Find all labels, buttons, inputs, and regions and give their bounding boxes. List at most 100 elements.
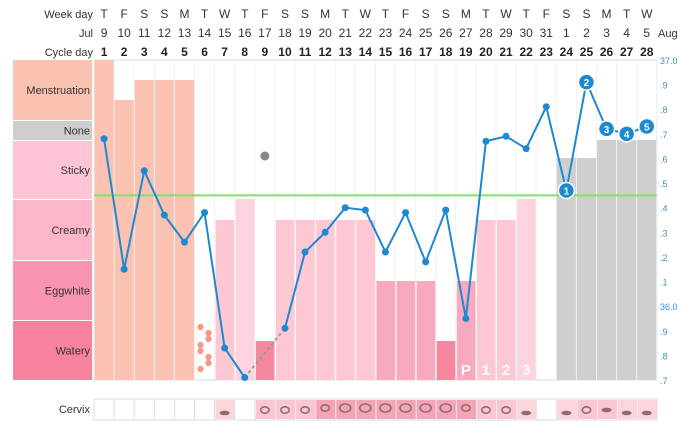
- temperature-point: [201, 209, 209, 217]
- cervix-closed-mark: [601, 407, 612, 413]
- week-day-label: W: [219, 7, 231, 21]
- peak-day-marker: P: [461, 362, 471, 379]
- fluid-layer: [94, 60, 657, 380]
- cervix-open-mark: [359, 403, 372, 413]
- y-tick-label: .8: [660, 351, 668, 361]
- cervix-open-mark: [581, 406, 592, 414]
- sticky-bar: [517, 199, 537, 380]
- cycle-day-label: 25: [580, 45, 594, 59]
- temperature-point: [120, 265, 128, 273]
- category-menstruation-label: Menstruation: [26, 85, 90, 97]
- cervix-cell: [255, 400, 275, 419]
- week-day-label: S: [160, 7, 168, 21]
- date-label: 17: [258, 26, 272, 40]
- cervix-label: Cervix: [59, 404, 91, 416]
- dry-day-bar: [556, 158, 577, 380]
- temperature-point-labeled: [617, 125, 636, 143]
- cycle-day-label: 16: [399, 45, 413, 59]
- y-tick-label: .9: [660, 327, 668, 337]
- cervix-cell: [316, 400, 336, 419]
- temperature-point-labeled: [597, 120, 616, 138]
- cycle-day-label: 17: [419, 45, 433, 59]
- week-day-header: Week day: [44, 9, 93, 21]
- category-creamy-band: [13, 200, 92, 260]
- cycle-day-label: 20: [479, 45, 493, 59]
- month-start-label: Jul: [79, 28, 93, 40]
- week-day-label: S: [422, 7, 430, 21]
- cycle-day-label: 5: [181, 45, 188, 59]
- post-ovulation-label: 5: [644, 122, 650, 133]
- temperature-line: [103, 138, 246, 379]
- cervix-layer: Cervix: [59, 398, 658, 421]
- excluded-temperature-point: [260, 151, 270, 161]
- week-day-label: F: [261, 7, 268, 21]
- peak-day-marker: 1: [482, 362, 490, 379]
- category-sticky-label: Sticky: [61, 165, 91, 177]
- week-day-label: T: [342, 7, 350, 21]
- week-day-label: S: [442, 7, 450, 21]
- week-day-label: F: [543, 7, 550, 21]
- cervix-open-mark: [419, 403, 432, 413]
- date-label: 23: [379, 26, 393, 40]
- cervix-cell: [336, 400, 356, 419]
- date-label: 13: [178, 26, 192, 40]
- creamy-bar: [275, 220, 295, 380]
- date-label: 14: [198, 26, 212, 40]
- temperature-point-labeled: [577, 73, 596, 91]
- cycle-day-label: 15: [379, 45, 393, 59]
- cervix-cell: [356, 400, 376, 419]
- spotting-dot: [205, 353, 212, 361]
- cycle-day-label: 21: [499, 45, 513, 59]
- temperature-point: [442, 206, 450, 214]
- y-tick-label: .5: [660, 179, 668, 189]
- date-label: 9: [101, 26, 108, 40]
- cycle-day-label: 11: [299, 45, 312, 59]
- y-tick-label: .9: [660, 81, 668, 91]
- y-tick-label: .7: [660, 376, 668, 386]
- spotting-dot: [197, 323, 204, 331]
- spotting-dot: [197, 341, 204, 349]
- cycle-day-label: 28: [640, 45, 654, 59]
- cervix-open-mark: [480, 406, 491, 414]
- y-tick-label: .6: [660, 154, 668, 164]
- menstruation-bar: [94, 60, 115, 380]
- cycle-day-label: 13: [339, 45, 353, 59]
- spotting-dot: [197, 365, 204, 373]
- spotting-dot: [197, 347, 204, 355]
- week-day-label: W: [641, 7, 653, 21]
- temperature-point: [301, 248, 309, 256]
- menstruation-bar: [134, 80, 155, 380]
- week-day-label: S: [582, 7, 590, 21]
- cervix-open-mark: [439, 403, 453, 413]
- cervix-cell: [557, 400, 577, 419]
- post-ovulation-label: 1: [564, 186, 570, 197]
- eggwhite-bar: [456, 281, 476, 380]
- cycle-day-label: 2: [121, 45, 128, 59]
- creamy-bar: [476, 220, 496, 380]
- temperature-point: [542, 103, 550, 111]
- menstruation-bar: [174, 80, 195, 380]
- date-label: 29: [499, 26, 513, 40]
- cervix-cell: [517, 400, 537, 419]
- temperature-point: [422, 258, 430, 266]
- watery-bar: [255, 341, 275, 380]
- grid-layer: 37.0 .9 .8 .7 .6 .5 .4 .3 .2 .1 36.0 .9 .8 .7: [93, 56, 678, 386]
- temperature-point: [281, 324, 289, 332]
- y-tick-label: .8: [660, 105, 668, 115]
- category-none-band: [13, 121, 92, 140]
- week-day-label: T: [522, 7, 530, 21]
- date-label: 22: [359, 26, 373, 40]
- date-label: 11: [138, 26, 151, 40]
- temperature-point: [180, 238, 188, 246]
- temperature-point: [482, 137, 490, 145]
- category-eggwhite-label: Eggwhite: [45, 286, 90, 298]
- temperature-point: [462, 314, 470, 322]
- cycle-day-label: 26: [600, 45, 614, 59]
- temperature-point-labeled: [638, 117, 656, 136]
- week-day-label: T: [623, 7, 631, 21]
- category-menstruation-band: [13, 60, 92, 120]
- week-day-label: M: [461, 7, 471, 21]
- date-label: 15: [218, 26, 232, 40]
- date-label: 28: [479, 26, 493, 40]
